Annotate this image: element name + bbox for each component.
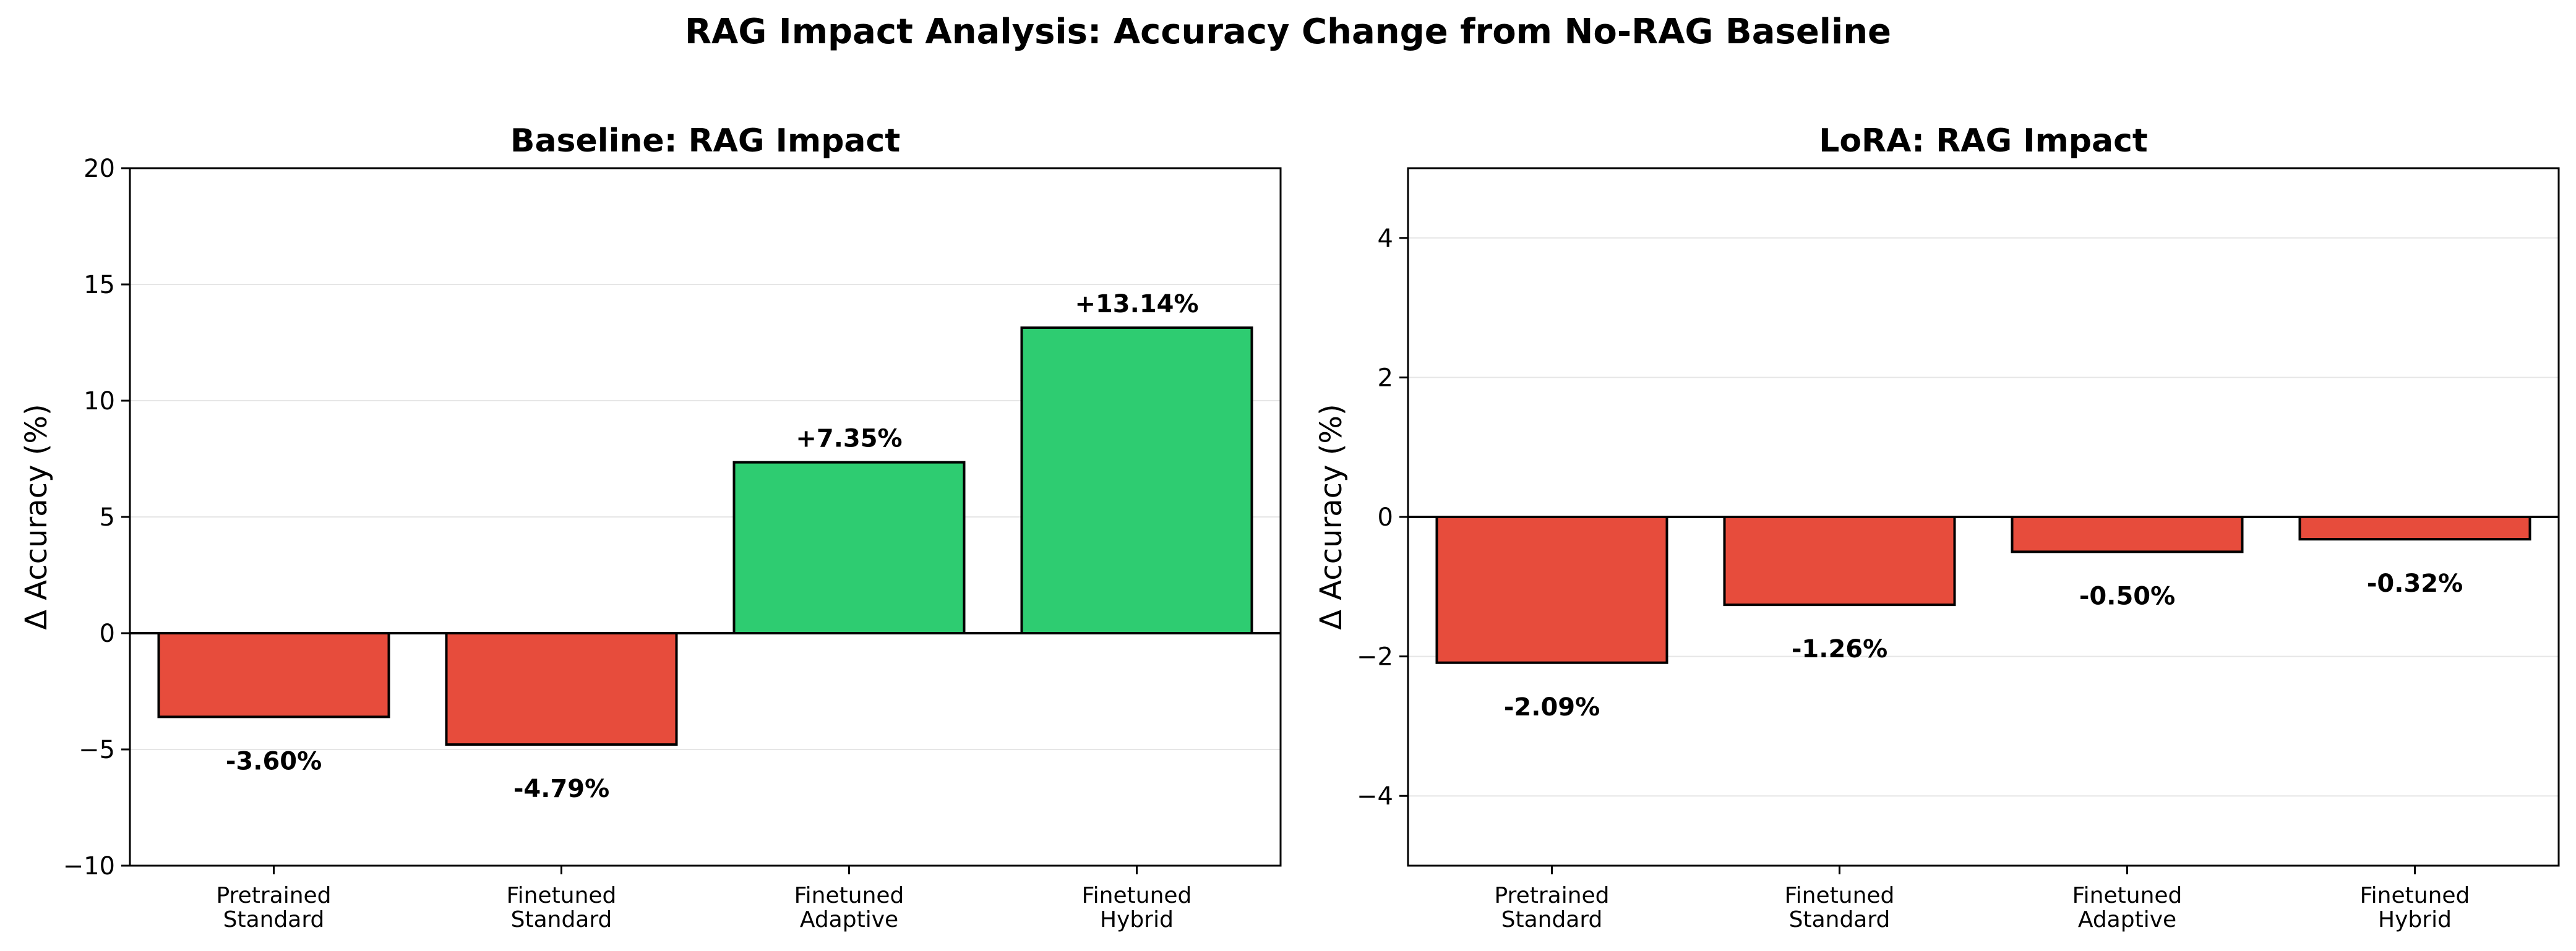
data-label: -4.79% — [513, 775, 609, 803]
y-tick-label: 15 — [84, 271, 115, 299]
x-tick-label: Finetuned Standard — [507, 883, 617, 932]
x-tick-label: Finetuned Adaptive — [794, 883, 904, 932]
y-tick-label: 5 — [100, 503, 115, 532]
bar — [732, 461, 966, 634]
y-tick-label: −4 — [1357, 782, 1393, 811]
x-tick-label: Finetuned Standard — [1785, 883, 1895, 932]
y-tick-label: 0 — [1378, 503, 1393, 532]
x-tick-label: Finetuned Hybrid — [2360, 883, 2470, 932]
bar — [1723, 516, 1956, 607]
data-label: +13.14% — [1075, 290, 1198, 318]
x-tick-label: Pretrained Standard — [216, 883, 331, 932]
data-label: -3.60% — [226, 747, 322, 775]
y-tick-label: −10 — [63, 852, 115, 881]
data-label: -2.09% — [1504, 693, 1600, 722]
data-label: +7.35% — [796, 425, 902, 453]
y-tick-label: −5 — [79, 736, 115, 764]
figure-title: RAG Impact Analysis: Accuracy Change fro… — [685, 12, 1891, 52]
chart-title: Baseline: RAG Impact — [510, 122, 900, 160]
chart-title: LoRA: RAG Impact — [1819, 122, 2148, 160]
y-axis-label: Δ Accuracy (%) — [19, 404, 54, 630]
bar — [157, 632, 390, 719]
chart-panel-2: -2.09% -1.26% -0.50% -0.32% −4 −2 0 2 4 Pretraine… — [1314, 122, 2560, 932]
y-tick-label: 2 — [1378, 364, 1393, 392]
data-label: -0.50% — [2079, 582, 2175, 610]
y-tick-label: 4 — [1378, 224, 1393, 253]
y-tick-label: 20 — [84, 155, 115, 183]
chart-panel-1: -3.60% -4.79% +7.35% +13.14% −10 −5 0 5 10 15 20 Pr… — [19, 122, 1282, 932]
x-tick-label: Pretrained Standard — [1494, 883, 1609, 932]
data-label: -0.32% — [2367, 569, 2463, 598]
y-axis-label: Δ Accuracy (%) — [1314, 404, 1349, 630]
y-tick-label: 10 — [84, 387, 115, 416]
bar — [2011, 516, 2244, 553]
data-label: -1.26% — [1792, 635, 1887, 663]
bar — [1020, 326, 1253, 634]
bar — [1435, 516, 1668, 664]
y-tick-label: −2 — [1357, 643, 1393, 672]
bar — [445, 632, 678, 746]
y-tick-label: 0 — [100, 620, 115, 648]
x-tick-label: Finetuned Hybrid — [1082, 883, 1192, 932]
bar — [2298, 516, 2531, 541]
x-tick-label: Finetuned Adaptive — [2072, 883, 2183, 932]
